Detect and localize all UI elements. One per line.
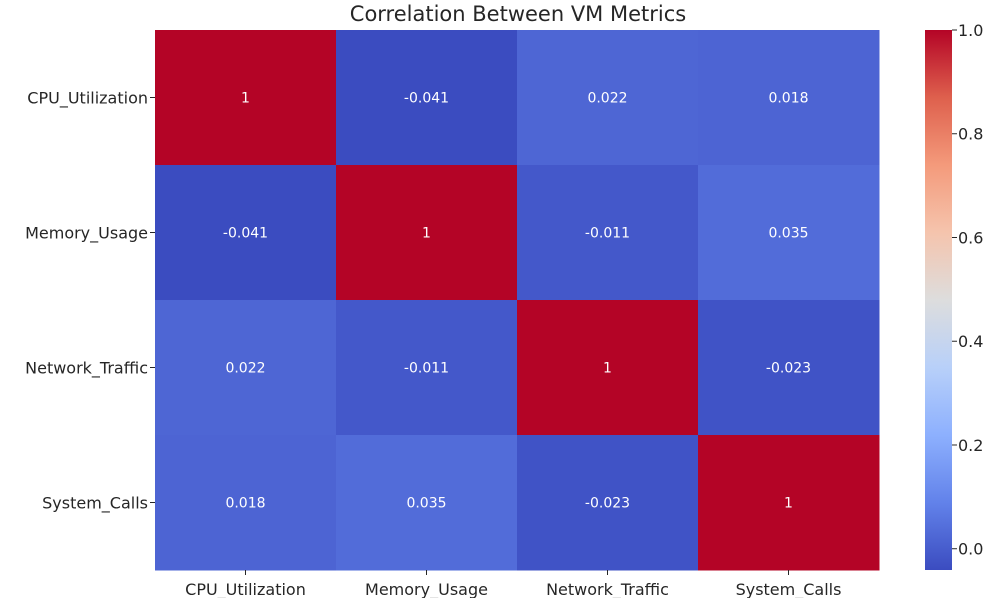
colorbar-tick-label: 1.0 [958,21,983,40]
heatmap-cell [155,435,337,571]
heatmap-cells [155,30,880,571]
cell-value-label: 0.022 [587,91,627,107]
heatmap-cell [336,30,518,166]
colorbar-tick-label: 0.4 [958,332,983,351]
y-tick-label: Network_Traffic [25,359,148,379]
heatmap-cell [517,300,699,436]
heatmap-cell [336,435,518,571]
colorbar-gradient [925,30,952,570]
x-tick-label: Memory_Usage [365,580,488,598]
cell-value-label: -0.011 [404,361,449,377]
x-tick-label: CPU_Utilization [185,580,306,598]
heatmap-cell-labels: 1 -0.041 0.022 0.018 -0.041 1 -0.011 0.035 0.022… [223,91,811,512]
colorbar: 0.0 0.2 0.4 0.6 0.8 1.0 [925,21,983,570]
heatmap-cell [517,30,699,166]
cell-value-label: 1 [422,226,431,242]
cell-value-label: 0.022 [225,361,265,377]
cell-value-label: 1 [784,496,793,512]
y-tick-label: Memory_Usage [25,224,148,244]
heatmap-cell [698,165,880,301]
cell-value-label: 1 [241,91,250,107]
x-axis-ticks: CPU_Utilization Memory_Usage Network_Traff… [185,570,841,598]
heatmap-cell [517,435,699,571]
cell-value-label: -0.041 [223,226,268,242]
colorbar-tick-label: 0.2 [958,436,983,455]
cell-value-label: -0.023 [585,496,630,512]
heatmap-cell [698,300,880,436]
heatmap-cell [155,30,337,166]
cell-value-label: 1 [603,361,612,377]
heatmap-cell [336,165,518,301]
y-tick-label: System_Calls [42,494,148,514]
chart-title: Correlation Between VM Metrics [350,2,686,26]
colorbar-tick-label: 0.6 [958,228,983,247]
y-tick-label: CPU_Utilization [27,89,148,109]
cell-value-label: -0.023 [766,361,811,377]
colorbar-tick-label: 0.0 [958,540,983,559]
cell-value-label: -0.011 [585,226,630,242]
cell-value-label: 0.035 [768,226,808,242]
x-tick-label: Network_Traffic [546,580,669,598]
cell-value-label: 0.018 [768,91,808,107]
heatmap-cell [698,435,880,571]
heatmap-cell [336,300,518,436]
colorbar-tick-label: 0.8 [958,125,983,144]
x-tick-label: System_Calls [736,580,842,598]
cell-value-label: -0.041 [404,91,449,107]
heatmap-cell [698,30,880,166]
colorbar-ticks: 0.0 0.2 0.4 0.6 0.8 1.0 [952,21,983,559]
cell-value-label: 0.018 [225,496,265,512]
heatmap-cell [517,165,699,301]
cell-value-label: 0.035 [406,496,446,512]
heatmap-cell [155,300,337,436]
heatmap-cell [155,165,337,301]
y-axis-ticks: CPU_Utilization Memory_Usage Network_Traff… [25,89,155,514]
